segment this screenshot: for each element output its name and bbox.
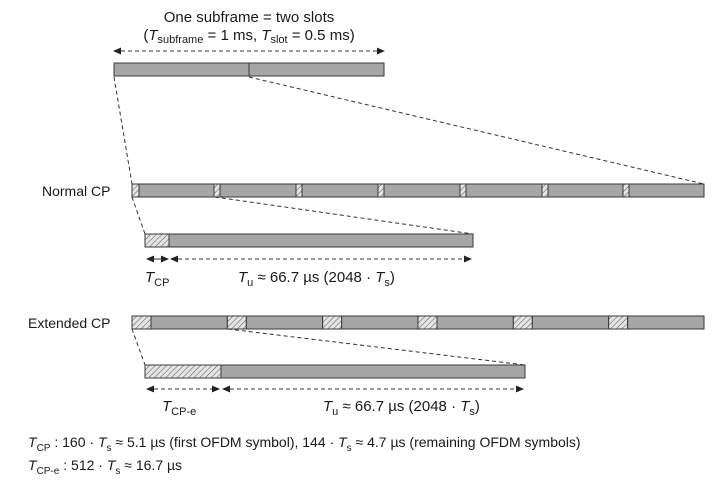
- footnote-tcp: TCP : 160 · Ts ≈ 5.1 µs (first OFDM symb…: [28, 434, 581, 454]
- subframe-duration-label: (Tsubframe = 1 ms, Tslot = 0.5 ms): [143, 27, 354, 46]
- normal-cp-2: [213, 183, 221, 198]
- tcp-label: TCP: [145, 269, 169, 289]
- normal-symbol-6: [547, 183, 624, 198]
- extended-zoom-left: [131, 328, 146, 366]
- subframe-title: One subframe = two slots: [164, 9, 335, 26]
- slot-2: [248, 62, 385, 77]
- extended-cp-segment: [144, 364, 222, 379]
- normal-zoom-right: [214, 196, 474, 235]
- extended-symbol-6: [627, 315, 705, 330]
- normal-cp-6: [541, 183, 549, 198]
- extended-symbol-5: [531, 315, 610, 330]
- normal-cp-segment: [144, 233, 170, 248]
- normal-useful-segment: [168, 233, 474, 248]
- extended-symbol-3: [341, 315, 419, 330]
- extended-symbol-2: [245, 315, 324, 330]
- extended-cp-1: [131, 315, 152, 330]
- normal-cp-7: [622, 183, 630, 198]
- extended-cp-4: [417, 315, 438, 330]
- normal-cp-1: [131, 183, 140, 198]
- normal-symbol-2: [219, 183, 297, 198]
- extended-cp-5: [512, 315, 533, 330]
- normal-cp-slot: [131, 183, 705, 198]
- extended-zoom-right: [227, 328, 526, 366]
- normal-zoom-left: [131, 196, 146, 235]
- extended-cp-slot: [131, 315, 705, 330]
- normal-cp-5: [459, 183, 467, 198]
- normal-symbol-4: [383, 183, 461, 198]
- tu-label-extended: Tu ≈ 66.7 µs (2048 · Ts): [323, 398, 480, 418]
- extended-useful-segment: [220, 364, 526, 379]
- normal-symbol-5: [465, 183, 543, 198]
- extended-cp-label: Extended CP: [28, 315, 111, 331]
- normal-symbol-3: [301, 183, 379, 198]
- zoom-line-right: [248, 76, 705, 185]
- slot-1: [113, 62, 250, 77]
- normal-cp-4: [377, 183, 385, 198]
- extended-cp-6: [608, 315, 629, 330]
- extended-symbol-4: [436, 315, 514, 330]
- normal-cp-label: Normal CP: [42, 183, 110, 199]
- extended-symbol-1: [150, 315, 228, 330]
- extended-cp-3: [322, 315, 343, 330]
- normal-symbol-7: [628, 183, 705, 198]
- normal-cp-3: [295, 183, 303, 198]
- normal-symbol-1: [138, 183, 215, 198]
- tu-label-normal: Tu ≈ 66.7 µs (2048 · Ts): [238, 269, 395, 289]
- extended-cp-2: [226, 315, 247, 330]
- footnote-tcpe: TCP-e : 512 · Ts ≈ 16.7 µs: [28, 457, 182, 477]
- tcpe-label: TCP-e: [162, 398, 196, 418]
- zoom-line-left: [113, 76, 133, 185]
